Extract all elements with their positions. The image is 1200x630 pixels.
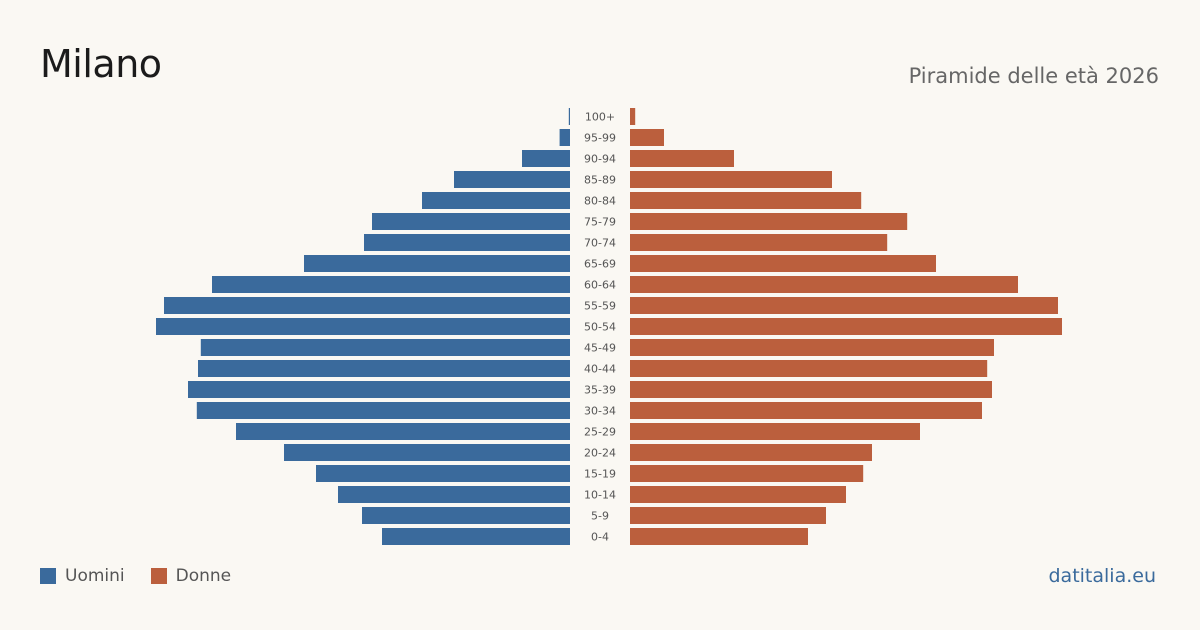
chart-subtitle: Piramide delle età 2026 <box>908 64 1159 88</box>
bar-men-70-74 <box>364 234 570 251</box>
bar-women-0-4 <box>630 528 808 545</box>
bar-men-75-79 <box>372 213 570 230</box>
legend-swatch-women <box>150 568 167 584</box>
bar-women-65-69 <box>630 255 936 272</box>
legend-label-men: Uomini <box>65 566 125 586</box>
age-label-55-59: 55-59 <box>584 300 616 313</box>
age-label-20-24: 20-24 <box>584 447 616 460</box>
age-label-60-64: 60-64 <box>584 279 616 292</box>
age-label-15-19: 15-19 <box>584 468 616 481</box>
age-label-85-89: 85-89 <box>584 174 616 187</box>
legend-label-women: Donne <box>175 566 232 586</box>
bar-women-5-9 <box>630 507 826 524</box>
bar-men-65-69 <box>304 255 570 272</box>
bar-men-20-24 <box>284 444 570 461</box>
bar-men-100plus <box>568 108 570 125</box>
age-label-75-79: 75-79 <box>584 216 616 229</box>
age-label-25-29: 25-29 <box>584 426 616 439</box>
bar-women-10-14 <box>630 486 846 503</box>
bar-women-60-64 <box>630 276 1018 293</box>
legend-item-women: Donne <box>150 566 232 586</box>
age-label-5-9: 5-9 <box>591 510 609 523</box>
bar-men-60-64 <box>212 276 570 293</box>
bar-men-95-99 <box>559 129 570 146</box>
bar-women-70-74 <box>630 234 888 251</box>
bar-men-85-89 <box>454 171 570 188</box>
age-label-90-94: 90-94 <box>584 153 616 166</box>
age-label-95-99: 95-99 <box>584 132 616 145</box>
bar-women-45-49 <box>630 339 994 356</box>
bar-men-80-84 <box>422 192 570 209</box>
bar-men-45-49 <box>200 339 571 356</box>
age-label-100plus: 100+ <box>585 111 615 124</box>
bar-women-55-59 <box>630 297 1058 314</box>
legend: Uomini Donne <box>40 566 231 586</box>
bar-women-40-44 <box>630 360 988 377</box>
legend-swatch-men <box>40 568 56 584</box>
bar-men-30-34 <box>196 402 571 419</box>
bar-women-35-39 <box>630 381 992 398</box>
bar-women-85-89 <box>630 171 832 188</box>
bar-men-50-54 <box>156 318 570 335</box>
legend-item-men: Uomini <box>40 566 125 586</box>
age-label-45-49: 45-49 <box>584 342 616 355</box>
bar-men-90-94 <box>522 150 570 167</box>
age-label-10-14: 10-14 <box>584 489 616 502</box>
bar-men-25-29 <box>236 423 570 440</box>
bar-women-20-24 <box>630 444 872 461</box>
bar-men-35-39 <box>188 381 570 398</box>
bar-women-90-94 <box>630 150 734 167</box>
bar-women-95-99 <box>630 129 664 146</box>
bar-women-50-54 <box>630 318 1062 335</box>
bar-men-5-9 <box>362 507 570 524</box>
age-label-35-39: 35-39 <box>584 384 616 397</box>
bar-men-40-44 <box>198 360 570 377</box>
age-label-70-74: 70-74 <box>584 237 616 250</box>
age-label-40-44: 40-44 <box>584 363 616 376</box>
bar-women-80-84 <box>630 192 862 209</box>
bar-men-15-19 <box>316 465 570 482</box>
site-link[interactable]: datitalia.eu <box>1048 565 1157 587</box>
bar-women-75-79 <box>630 213 908 230</box>
age-label-50-54: 50-54 <box>584 321 616 334</box>
bar-women-100plus <box>630 108 636 125</box>
age-label-30-34: 30-34 <box>584 405 616 418</box>
bar-women-25-29 <box>630 423 920 440</box>
bar-men-55-59 <box>164 297 570 314</box>
bar-women-15-19 <box>630 465 864 482</box>
chart-title: Milano <box>40 42 162 86</box>
bar-men-0-4 <box>382 528 570 545</box>
bar-women-30-34 <box>630 402 982 419</box>
age-label-80-84: 80-84 <box>584 195 616 208</box>
bar-men-10-14 <box>338 486 570 503</box>
age-label-0-4: 0-4 <box>591 531 609 544</box>
age-label-65-69: 65-69 <box>584 258 616 271</box>
